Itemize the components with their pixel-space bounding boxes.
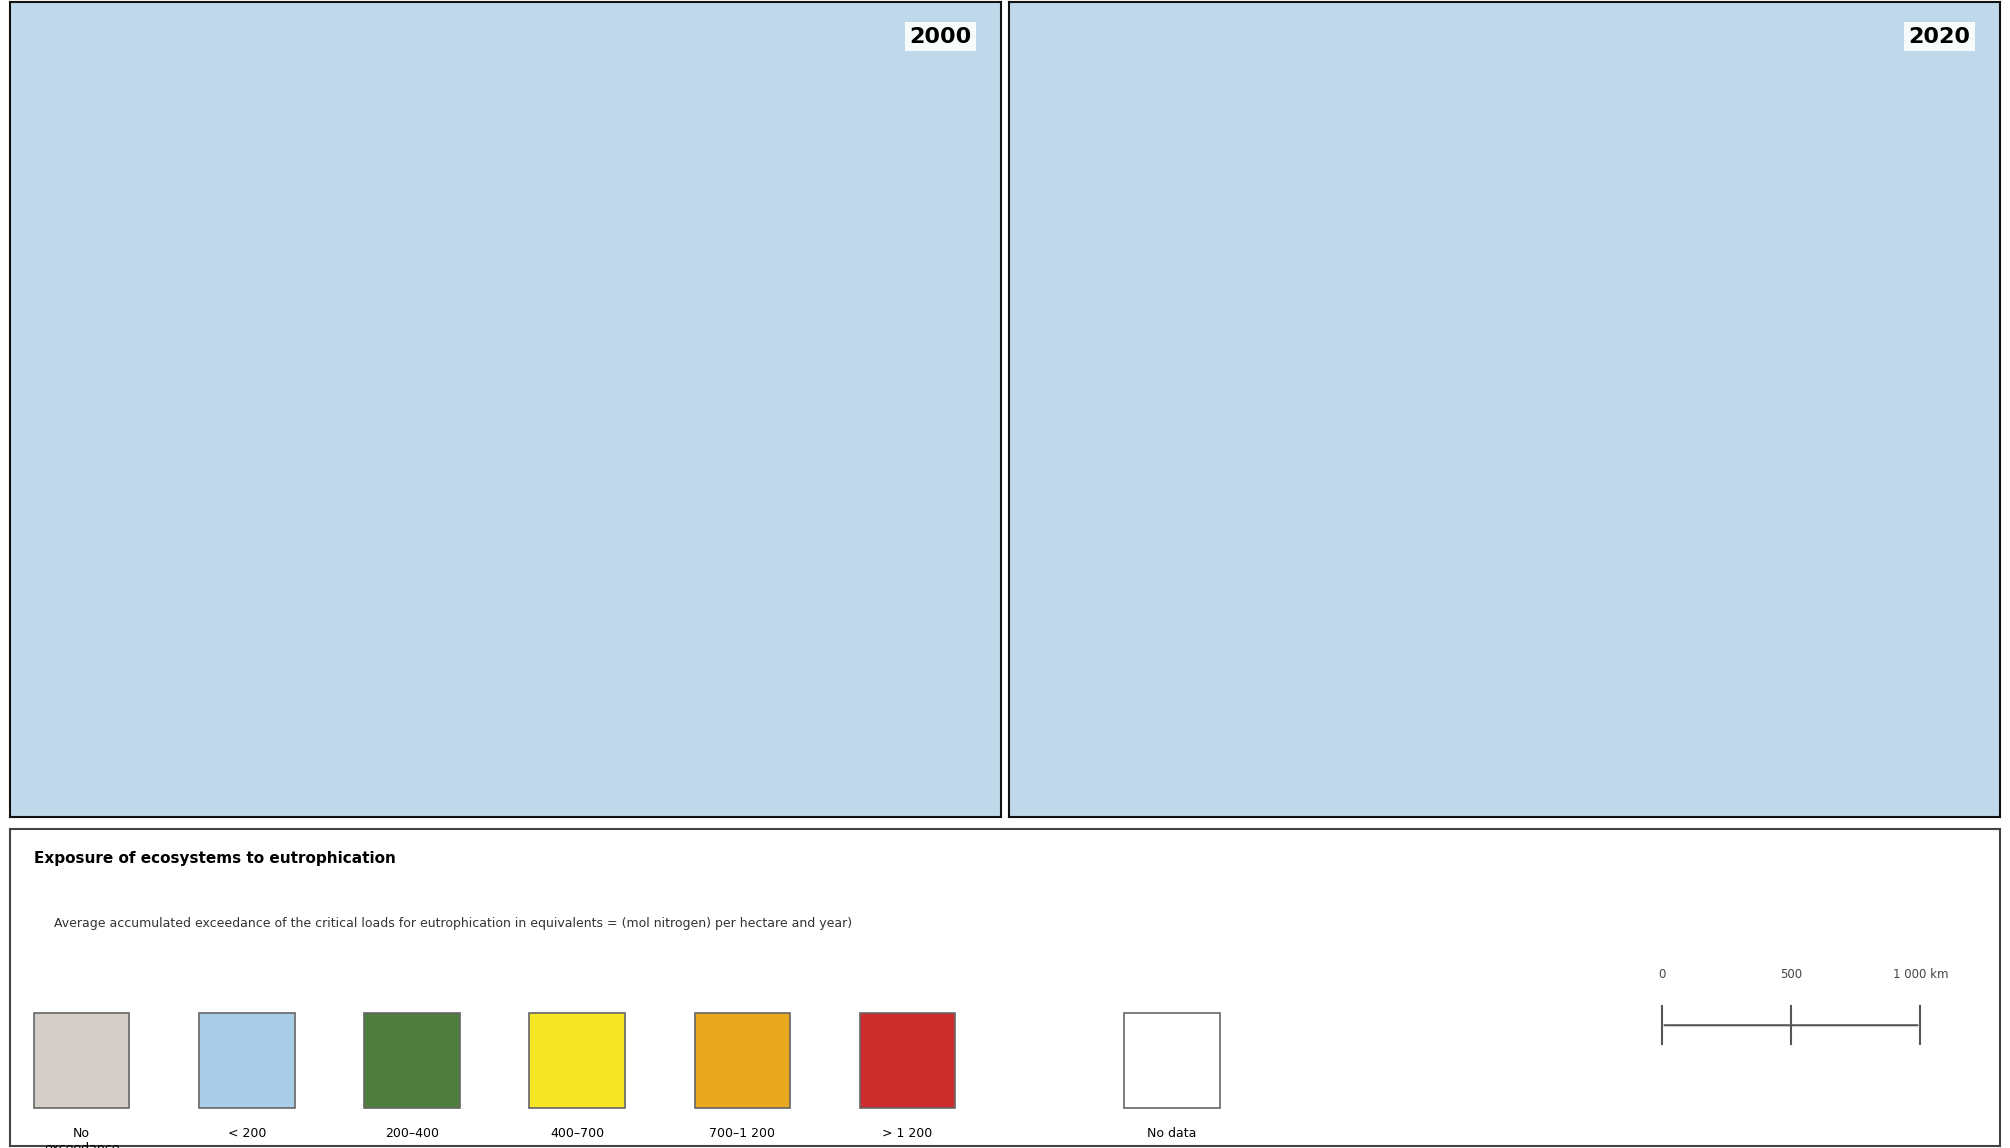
Text: Average accumulated exceedance of the critical loads for eutrophication in equiv: Average accumulated exceedance of the cr… xyxy=(54,917,852,931)
Text: No data: No data xyxy=(1148,1126,1196,1140)
Text: 500: 500 xyxy=(1781,968,1803,980)
Text: 1 000 km: 1 000 km xyxy=(1893,968,1948,980)
Bar xyxy=(199,1013,295,1108)
Text: 400–700: 400–700 xyxy=(551,1126,605,1140)
Bar xyxy=(695,1013,790,1108)
Bar xyxy=(364,1013,460,1108)
Bar xyxy=(529,1013,625,1108)
Text: No
exceedance: No exceedance xyxy=(44,1126,119,1148)
Text: > 1 200: > 1 200 xyxy=(882,1126,933,1140)
Text: < 200: < 200 xyxy=(227,1126,265,1140)
Text: 0: 0 xyxy=(1658,968,1666,980)
Bar xyxy=(1124,1013,1220,1108)
Text: 200–400: 200–400 xyxy=(386,1126,438,1140)
Text: 700–1 200: 700–1 200 xyxy=(710,1126,776,1140)
Bar xyxy=(860,1013,955,1108)
Bar xyxy=(34,1013,129,1108)
Text: 2000: 2000 xyxy=(909,26,971,47)
Text: 2020: 2020 xyxy=(1907,26,1970,47)
Text: Exposure of ecosystems to eutrophication: Exposure of ecosystems to eutrophication xyxy=(34,851,396,866)
